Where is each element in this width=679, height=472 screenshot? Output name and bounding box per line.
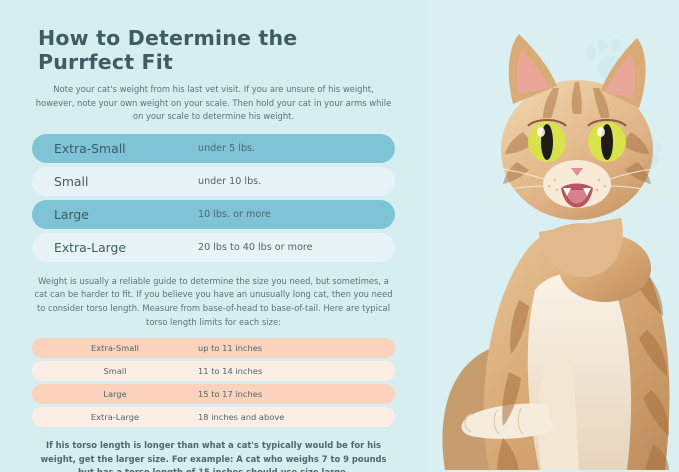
size-label: Large — [54, 206, 89, 222]
weight-size-table: Extra-Small under 5 lbs. Small under 10 … — [32, 133, 395, 262]
table-row: Small under 10 lbs. — [32, 166, 395, 196]
size-label: Small — [54, 173, 89, 189]
table-row: Extra-Large 20 lbs to 40 lbs or more — [32, 232, 395, 262]
table-row: Extra-Small under 5 lbs. — [32, 133, 395, 163]
table-row: Small 11 to 14 inches — [32, 361, 395, 382]
size-label: Extra-Small — [91, 343, 139, 354]
intro-paragraph: Note your cat's weight from his last vet… — [35, 84, 392, 122]
size-value: up to 11 inches — [198, 343, 263, 354]
size-value: 20 lbs to 40 lbs or more — [198, 241, 313, 253]
cat-illustration — [427, 0, 679, 472]
size-value: 18 inches and above — [198, 412, 285, 423]
size-value: 10 lbs. or more — [198, 208, 271, 220]
table-row: Extra-Large 18 inches and above — [32, 407, 395, 428]
cat-photo — [427, 0, 679, 472]
table-row: Extra-Small up to 11 inches — [32, 338, 395, 359]
size-value: under 10 lbs. — [198, 175, 262, 187]
size-label: Small — [103, 366, 127, 377]
content-column: How to Determine the Purrfect Fit Note y… — [32, 26, 395, 472]
page-title: How to Determine the Purrfect Fit — [38, 26, 298, 74]
torso-explanation-paragraph: Weight is usually a reliable guide to de… — [34, 275, 393, 327]
footnote-paragraph: If his torso length is longer than what … — [40, 440, 387, 472]
size-value: 15 to 17 inches — [198, 389, 263, 400]
size-label: Large — [103, 389, 127, 400]
size-value: 11 to 14 inches — [198, 366, 263, 377]
size-value: under 5 lbs. — [198, 142, 256, 154]
size-label: Extra-Small — [54, 140, 126, 156]
torso-length-table: Extra-Small up to 11 inches Small 11 to … — [32, 338, 395, 428]
table-row: Large 10 lbs. or more — [32, 199, 395, 229]
size-label: Extra-Large — [54, 239, 127, 255]
size-label: Extra-Large — [90, 412, 140, 423]
table-row: Large 15 to 17 inches — [32, 384, 395, 405]
